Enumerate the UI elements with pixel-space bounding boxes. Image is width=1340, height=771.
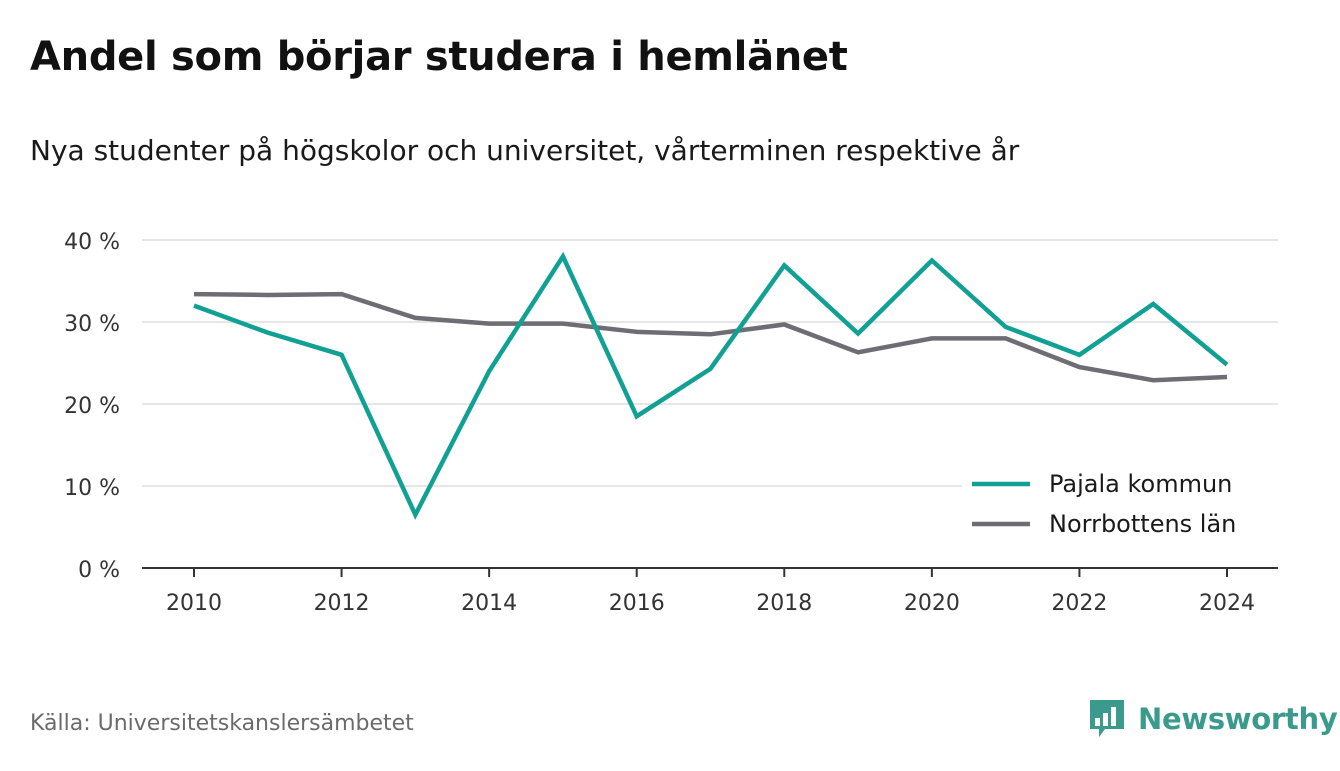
grid-lines <box>142 239 1278 487</box>
series-line-pajala <box>193 251 1229 520</box>
y-tick-label: 0 % <box>78 558 120 583</box>
x-tick-label: 2018 <box>756 591 812 616</box>
y-tick-label: 10 % <box>64 476 120 501</box>
x-tick-label: 2016 <box>609 591 665 616</box>
legend-label: Pajala kommun <box>1049 470 1232 498</box>
y-tick-label: 40 % <box>64 230 120 255</box>
bar-chart-speech-bubble-icon <box>1090 700 1124 737</box>
x-tick-label: 2020 <box>904 591 960 616</box>
axes: 0 % 10 % 20 % 30 % 40 % 2010 2012 2014 2016 2018 2… <box>64 230 1278 616</box>
source-note: Källa: Universitetskanslersämbetet <box>30 711 414 736</box>
x-tick-label: 2022 <box>1051 591 1107 616</box>
chart-subtitle: Nya studenter på högskolor och universit… <box>30 134 1020 167</box>
x-tick-label: 2014 <box>461 591 517 616</box>
series-lines <box>193 251 1229 520</box>
x-tick-label: 2024 <box>1199 591 1255 616</box>
x-tick-label: 2010 <box>166 591 222 616</box>
legend-background <box>962 463 1280 545</box>
series-line-norrbotten <box>193 291 1228 383</box>
legend-label: Norrbottens län <box>1049 510 1236 538</box>
x-tick-label: 2012 <box>314 591 370 616</box>
y-tick-label: 20 % <box>64 394 120 419</box>
brand-name: Newsworthy <box>1138 702 1338 736</box>
brand-logo[interactable]: Newsworthy <box>1088 697 1338 741</box>
y-tick-label: 30 % <box>64 312 120 337</box>
legend: Pajala kommun Norrbottens län <box>962 463 1280 545</box>
chart-title: Andel som börjar studera i hemlänet <box>30 34 848 80</box>
